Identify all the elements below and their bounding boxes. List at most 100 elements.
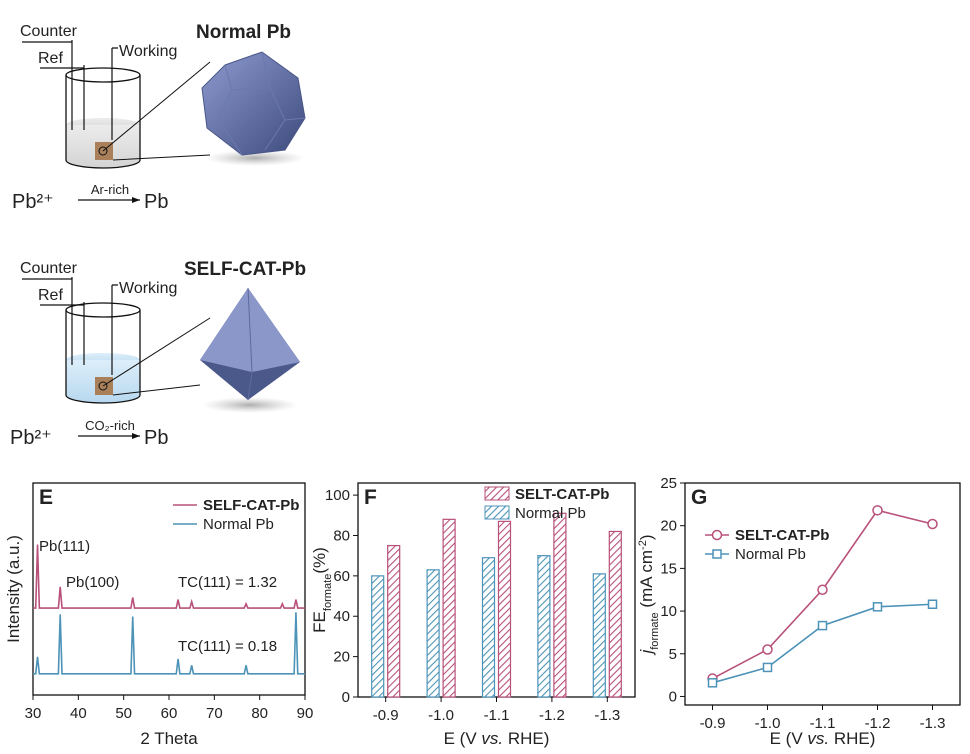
annotation: Pb(100) <box>66 574 119 591</box>
x-tick-label: -1.2 <box>865 715 891 732</box>
axis-label-part: RHE) <box>503 729 549 748</box>
reactant: Pb²⁺ <box>12 191 54 213</box>
axis-label: Intensity (a.u.) <box>4 535 23 643</box>
legend-marker <box>711 529 723 541</box>
annotation: TC(111) = 0.18 <box>178 638 277 655</box>
zoom-lines <box>102 317 211 396</box>
y-tick-label: 5 <box>669 646 677 663</box>
label: Working <box>119 43 177 60</box>
legend-label: SELF-CAT-Pb <box>203 497 299 514</box>
axis-label: E (V vs. RHE) <box>770 729 876 748</box>
shadow <box>202 397 298 413</box>
x-tick-label: -0.9 <box>700 715 726 732</box>
beaker <box>65 75 141 169</box>
bar <box>481 557 496 698</box>
x-axis-label: 2 Theta <box>140 729 198 748</box>
y-tick-label: 15 <box>660 560 677 577</box>
bar <box>387 544 401 698</box>
x-tick-label: -1.1 <box>810 715 836 732</box>
reactant: Pb²⁺ <box>10 427 52 449</box>
y-tick-label: 60 <box>333 568 350 585</box>
axis-label-part: vs. <box>807 729 829 748</box>
legend-label: SELT-CAT-Pb <box>515 486 609 503</box>
legend-marker <box>712 549 722 559</box>
legend-swatch <box>484 505 510 520</box>
focus <box>98 381 108 391</box>
y-tick-label: 40 <box>333 608 350 625</box>
axis-label: FEformate(%) <box>310 547 334 633</box>
x-tick-label: 60 <box>161 705 178 722</box>
x-tick-label: 50 <box>115 705 132 722</box>
y-tick-label: 0 <box>669 688 677 705</box>
x-tick-label: 70 <box>206 705 223 722</box>
x-tick-label: -1.0 <box>428 707 454 724</box>
label: Working <box>119 280 177 297</box>
legend-swatch <box>484 486 510 501</box>
y-tick-label: 10 <box>660 603 677 620</box>
x-tick-label: 30 <box>25 705 42 722</box>
axis-label-part: RHE) <box>829 729 875 748</box>
label: Counter <box>20 260 78 277</box>
axis-label-part: (%) <box>310 547 329 573</box>
arrowhead <box>132 197 140 203</box>
bar <box>371 575 385 698</box>
x-tick-label: -0.9 <box>373 707 399 724</box>
bar <box>537 555 551 698</box>
focus <box>98 146 108 156</box>
y-tick-label: 25 <box>660 475 677 492</box>
arrowhead <box>132 433 140 439</box>
schematic-top: Counter Ref Working Normal Pb Pb²⁺ Ar-ri… <box>12 22 306 213</box>
electrodes <box>22 40 118 140</box>
axis-label-part: vs. <box>481 729 503 748</box>
y-tick-label: 0 <box>342 689 350 706</box>
y-tick-label: 20 <box>333 649 350 666</box>
zoom-lines <box>102 61 211 161</box>
axis-label-part: (mA cm <box>637 550 656 612</box>
axis-label-part: formate <box>649 612 661 649</box>
crystal <box>201 51 306 156</box>
shadow <box>205 150 305 166</box>
axis-label-part: E (V <box>444 729 482 748</box>
series-line <box>33 612 305 675</box>
axis-label-part: formate <box>322 574 334 611</box>
crystal-edges <box>247 287 253 401</box>
series-line <box>33 544 305 609</box>
x-tick-label: 90 <box>297 705 314 722</box>
schematic-bottom: Counter Ref Working SELF-CAT-Pb Pb²⁺ CO₂… <box>10 259 306 449</box>
marker <box>707 678 718 688</box>
legend-label: Normal Pb <box>515 505 586 522</box>
y-tick-label: 80 <box>333 527 350 544</box>
x-tick-label: 40 <box>70 705 87 722</box>
axis-label-part: Intensity (a.u.) <box>4 535 23 643</box>
bar <box>592 573 606 698</box>
axis-label-part: j <box>637 649 656 656</box>
crystal-edges <box>217 51 306 156</box>
x-tick-label: -1.3 <box>594 707 620 724</box>
series-line <box>712 603 933 684</box>
title: SELF-CAT-Pb <box>184 259 306 280</box>
x-tick-label: -1.3 <box>920 715 946 732</box>
product: Pb <box>144 191 168 213</box>
marker <box>817 584 828 595</box>
panel-label: E <box>39 486 53 509</box>
bar <box>497 520 512 698</box>
bar <box>608 530 622 698</box>
marker <box>927 518 938 530</box>
x-tick-label: -1.2 <box>539 707 565 724</box>
bar <box>426 569 440 698</box>
x-tick-label: -1.1 <box>484 707 510 724</box>
title: Normal Pb <box>196 22 291 43</box>
axis-label-part: ) <box>637 534 656 540</box>
marker <box>872 602 883 612</box>
legend-label: SELT-CAT-Pb <box>735 527 829 544</box>
axis-label: E (V vs. RHE) <box>444 729 550 748</box>
label: Counter <box>20 23 78 40</box>
marker <box>762 662 773 673</box>
condition: Ar-rich <box>91 182 129 197</box>
label: Ref <box>38 287 63 304</box>
bar <box>442 518 456 698</box>
bar <box>553 512 567 698</box>
annotation: Pb(111) <box>39 538 90 555</box>
